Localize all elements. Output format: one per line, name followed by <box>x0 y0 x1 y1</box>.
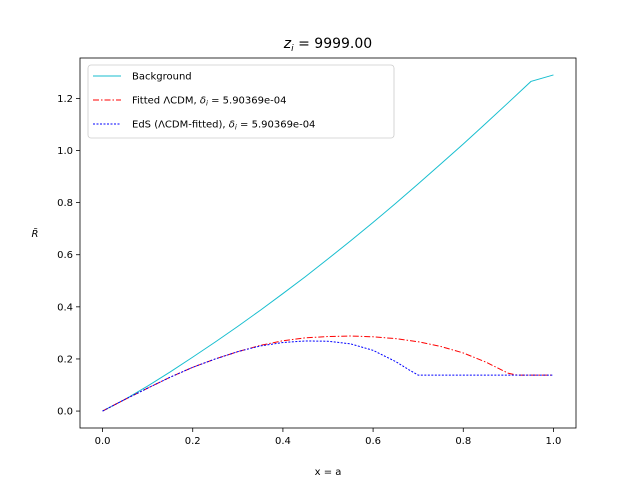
y-tick-label: 0.8 <box>57 198 73 209</box>
legend-label-2: EdS (ΛCDM-fitted), δi = 5.90369e-04 <box>132 120 315 132</box>
chart-title-symbol: z <box>283 36 292 52</box>
x-axis-label: x = a <box>315 467 342 478</box>
y-tick-label: 0.6 <box>57 250 73 261</box>
x-tick-label: 0.0 <box>95 436 111 447</box>
chart-title: zi = 9999.00 <box>283 36 372 54</box>
legend-box <box>87 64 395 139</box>
y-tick-label: 0.2 <box>57 354 73 365</box>
chart-title-value: = 9999.00 <box>294 36 373 52</box>
legend-label-1: Fitted ΛCDM, δi = 5.90369e-04 <box>132 96 287 108</box>
plot-frame <box>79 57 577 429</box>
x-tick-label: 0.8 <box>455 436 471 447</box>
y-tick-label: 0.0 <box>57 407 73 418</box>
plot-area <box>102 74 554 412</box>
series-line-2 <box>102 340 554 412</box>
x-tick-label: 1.0 <box>546 436 562 447</box>
x-tick-label: 0.4 <box>275 436 291 447</box>
y-axis-label: R̃ <box>32 227 39 240</box>
x-axis-ticks: 0.0 0.2 0.4 0.6 0.8 1.0 <box>95 428 562 447</box>
y-axis-ticks: 0.0 0.2 0.4 0.6 0.8 1.0 1.2 <box>57 94 80 418</box>
x-tick-label: 0.6 <box>365 436 381 447</box>
legend: Background Fitted ΛCDM, δi = 5.90369e-04 E… <box>87 64 395 139</box>
y-tick-label: 1.0 <box>57 146 73 157</box>
series-line-0 <box>102 74 554 412</box>
legend-label-0: Background <box>132 72 192 83</box>
y-tick-label: 0.4 <box>57 302 73 313</box>
chart-title-subscript: i <box>291 44 294 54</box>
y-tick-label: 1.2 <box>57 94 73 105</box>
x-tick-label: 0.2 <box>185 436 201 447</box>
